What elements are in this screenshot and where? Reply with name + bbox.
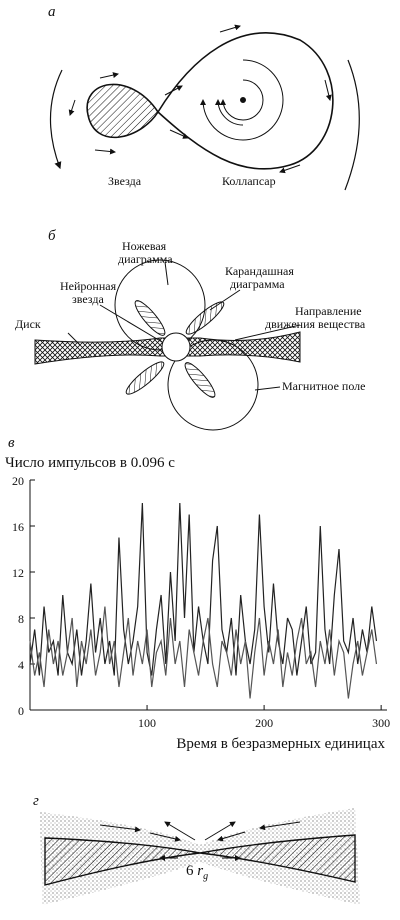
disk-label: Диск (15, 317, 41, 331)
neutron-label: звезда (72, 292, 104, 306)
gap-number: 6 (186, 863, 194, 879)
x-tick-label: 200 (255, 716, 273, 730)
neutron-label: Нейронная (60, 279, 117, 293)
pencil-label: Карандашная (225, 264, 294, 278)
field-label: Магнитное поле (282, 379, 365, 393)
x-tick-label: 300 (372, 716, 390, 730)
accretion-diagram (40, 808, 360, 905)
series-line (29, 502, 378, 676)
gap-symbol: r (197, 863, 203, 879)
panel-label: г (33, 793, 39, 809)
gap-label: 6 rg (186, 863, 208, 882)
pencil-label: диаграмма (230, 277, 285, 291)
panel-label: б (48, 228, 56, 244)
series-line (29, 606, 378, 699)
knife-label: Ножевая (122, 239, 167, 253)
y-tick-label: 0 (18, 704, 24, 718)
binary-diagram (49, 24, 360, 191)
x-tick-label: 100 (138, 716, 156, 730)
y-tick-label: 8 (18, 612, 24, 626)
star-label: Звезда (108, 174, 142, 188)
direction-label: движения вещества (265, 317, 366, 331)
pulsar-diagram (34, 259, 301, 431)
y-axis-title: Число импульсов в 0.096 с (5, 455, 175, 471)
direction-label: Направление (295, 304, 362, 318)
y-tick-label: 12 (12, 566, 24, 580)
pulse-chart: 0 4 8 12 16 20 100 200 300 (12, 474, 390, 730)
gap-subscript: g (203, 871, 208, 882)
y-tick-label: 16 (12, 520, 24, 534)
y-tick-label: 4 (18, 658, 24, 672)
y-tick-label: 20 (12, 474, 24, 488)
knife-label: диаграмма (118, 252, 173, 266)
panel-label: а (48, 4, 56, 20)
collapsar-label: Коллапсар (222, 174, 276, 188)
x-axis-title: Время в безразмерных единицах (176, 736, 385, 752)
panel-label: в (8, 435, 15, 451)
